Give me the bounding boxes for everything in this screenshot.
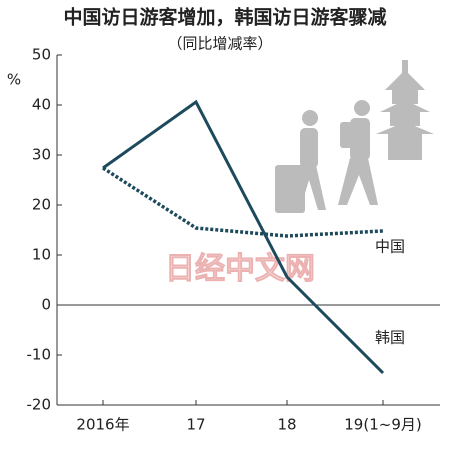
chart-title: 中国访日游客增加，韩国访日游客骤减 — [63, 6, 386, 29]
y-tick-label: 30 — [32, 146, 51, 164]
series-label: 中国 — [375, 238, 405, 256]
y-tick-label: 40 — [32, 96, 51, 114]
illustration — [275, 60, 434, 213]
y-tick-label: -10 — [27, 346, 52, 364]
x-tick-label: 18 — [277, 416, 296, 434]
y-tick-label: 0 — [41, 296, 51, 314]
y-tick-label: -20 — [27, 396, 52, 414]
y-tick-label: 10 — [32, 246, 51, 264]
x-tick-label: 19(1~9月) — [344, 416, 421, 434]
y-tick-label: 20 — [32, 196, 51, 214]
x-tick-label: 2016年 — [76, 416, 129, 434]
y-tick-label: 50 — [32, 46, 51, 64]
series-label: 韩国 — [375, 329, 405, 347]
chart-subtitle: （同比增减率） — [167, 35, 272, 53]
series-line — [102, 166, 384, 238]
series-line — [102, 99, 385, 375]
y-unit: % — [7, 71, 21, 89]
x-tick-label: 17 — [186, 416, 205, 434]
